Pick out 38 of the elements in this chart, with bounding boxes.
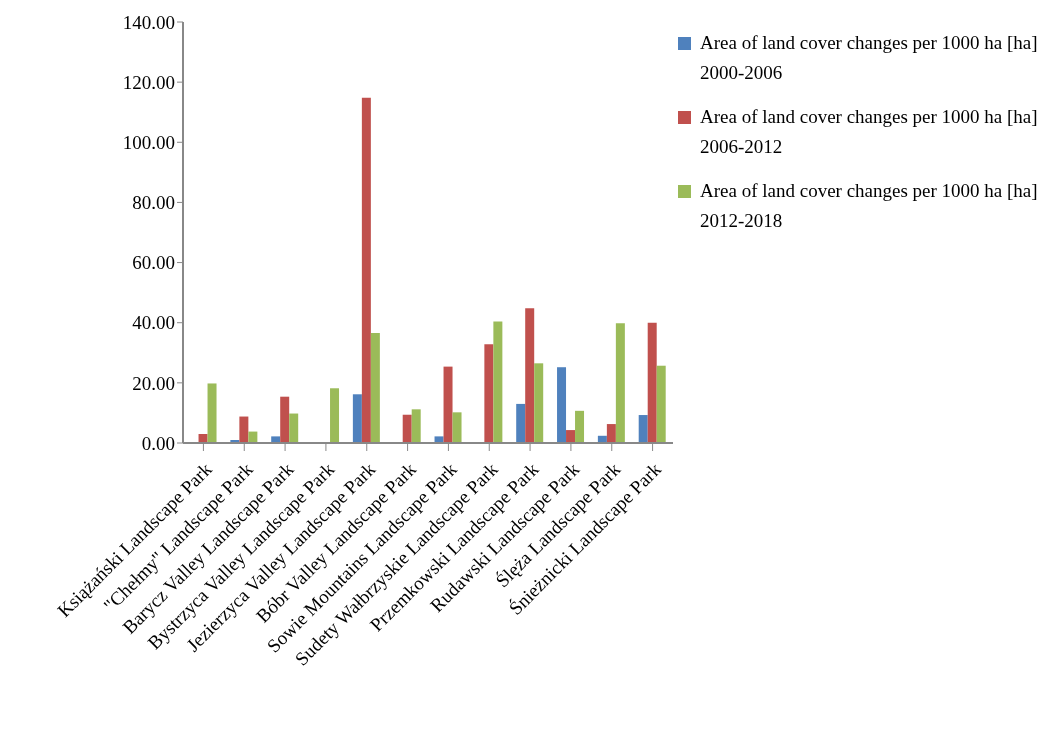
y-tick-label: 100.00 (122, 132, 175, 154)
bar (647, 322, 657, 443)
bar (525, 308, 535, 443)
bar (411, 409, 421, 443)
bar (615, 323, 625, 443)
bar (557, 367, 567, 443)
bar (289, 413, 299, 443)
bar (493, 321, 503, 443)
bar (402, 414, 412, 443)
bar (361, 97, 371, 443)
y-tick-label: 120.00 (122, 71, 175, 93)
bar (280, 396, 290, 443)
bar (566, 430, 576, 443)
bar (534, 363, 544, 443)
bar (239, 416, 249, 443)
y-tick-label: 0.00 (141, 432, 175, 454)
bar (330, 388, 340, 443)
bar (606, 424, 616, 443)
bar (638, 415, 648, 443)
bar (656, 365, 666, 443)
legend-label: Area of land cover changes per 1000 ha [ha] 2000-2006 (700, 31, 1039, 85)
y-tick-label: 60.00 (132, 252, 175, 274)
bar (370, 332, 380, 443)
bar (452, 412, 462, 443)
legend-label: Area of land cover changes per 1000 ha [ha] 2012-2018 (700, 179, 1039, 233)
bar (271, 436, 281, 443)
bar (443, 366, 453, 443)
bar (434, 436, 444, 443)
bar (207, 383, 217, 443)
y-tick-label: 140.00 (122, 11, 175, 33)
legend-label: Area of land cover changes per 1000 ha [ha] 2006-2012 (700, 105, 1039, 159)
bar (575, 410, 585, 443)
bar (484, 344, 494, 443)
bar (516, 403, 526, 443)
bar (352, 394, 362, 443)
y-tick-label: 40.00 (132, 312, 175, 334)
y-tick-label: 80.00 (132, 192, 175, 214)
y-tick-label: 20.00 (132, 372, 175, 394)
